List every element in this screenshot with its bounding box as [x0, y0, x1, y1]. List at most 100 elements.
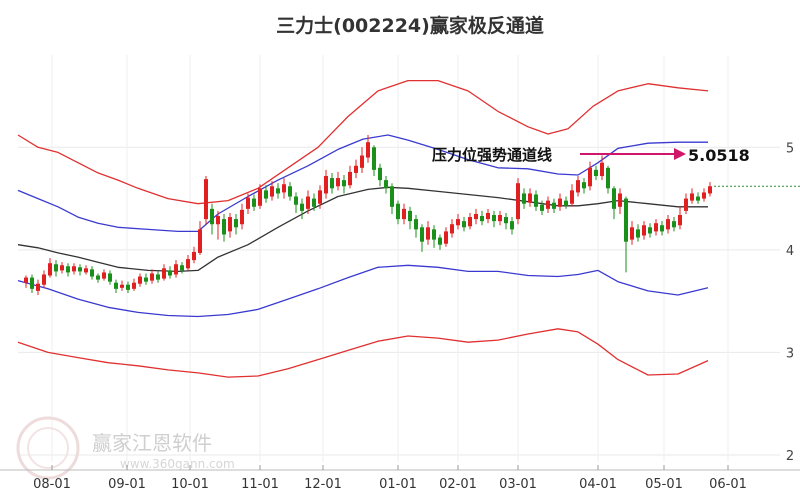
- candle: [48, 258, 52, 278]
- candle: [42, 270, 46, 288]
- candle: [552, 198, 556, 213]
- candle: [426, 221, 430, 245]
- candle-body: [666, 219, 670, 230]
- candle-body: [702, 192, 706, 199]
- candle-body: [492, 215, 496, 222]
- candle-body: [384, 180, 388, 189]
- candle-body: [576, 180, 580, 193]
- y-tick-label: 5: [786, 141, 794, 156]
- candle-body: [648, 227, 652, 234]
- candle: [270, 181, 274, 201]
- candle-body: [510, 221, 514, 230]
- candle: [636, 224, 640, 242]
- candle: [432, 225, 436, 248]
- candle-body: [342, 180, 346, 187]
- candle: [288, 182, 292, 201]
- candle-body: [594, 169, 598, 177]
- candle-body: [522, 193, 526, 204]
- candle-body: [552, 202, 556, 209]
- candle-body: [372, 147, 376, 170]
- candle-body: [360, 155, 364, 168]
- watermark-url: www.360gann.com: [120, 457, 235, 471]
- candle-body: [630, 227, 634, 240]
- candle: [624, 196, 628, 273]
- candle: [456, 213, 460, 230]
- candle-body: [102, 272, 106, 279]
- candle: [216, 210, 220, 240]
- candle: [708, 182, 712, 197]
- annotation-arrow-icon: [674, 148, 686, 160]
- candle-body: [246, 197, 250, 209]
- candle-body: [186, 259, 190, 269]
- candle: [444, 227, 448, 247]
- candlesticks: [24, 135, 712, 295]
- candle-body: [222, 219, 226, 235]
- candle-body: [240, 209, 244, 225]
- x-axis: 08-01 09-01 10-01 11-01 12-01 01-01 02-01 03-01…: [0, 465, 800, 492]
- candle-body: [624, 198, 628, 242]
- candle: [546, 196, 550, 213]
- candle-body: [252, 198, 256, 207]
- candle-body: [54, 264, 58, 272]
- candle-body: [174, 264, 178, 275]
- candle: [378, 163, 382, 187]
- candle-body: [120, 284, 124, 288]
- y-axis: 5 4 3 2: [786, 141, 794, 464]
- y-tick-label: 2: [786, 449, 794, 464]
- candle: [510, 217, 514, 235]
- candle-body: [516, 183, 520, 220]
- watermark-brand: 赢家江恩软件: [92, 431, 212, 455]
- candle: [90, 266, 94, 280]
- candle: [576, 176, 580, 197]
- candle-body: [210, 208, 214, 225]
- candle-body: [438, 237, 442, 245]
- candle-body: [444, 231, 448, 244]
- candle-body: [108, 273, 112, 282]
- candle: [366, 135, 370, 163]
- candle-body: [156, 274, 160, 280]
- candle-body: [456, 219, 460, 226]
- x-tick-label: 05-01: [645, 477, 683, 492]
- candle: [120, 280, 124, 291]
- candle: [132, 278, 136, 291]
- candle-body: [402, 208, 406, 220]
- candle: [528, 188, 532, 207]
- candle-body: [216, 216, 220, 225]
- candle-body: [78, 267, 82, 272]
- candle-body: [162, 268, 166, 279]
- watermark-logo-icon: [16, 416, 80, 480]
- candle-body: [480, 216, 484, 222]
- candle-body: [450, 224, 454, 234]
- watermark: 赢家江恩软件 www.360gann.com: [16, 416, 235, 480]
- candle: [300, 198, 304, 220]
- x-tick-label: 10-01: [171, 477, 209, 492]
- candle-body: [84, 268, 88, 273]
- candle: [486, 208, 490, 224]
- candle: [396, 200, 400, 225]
- candle: [534, 190, 538, 211]
- candle-body: [708, 186, 712, 194]
- candle-body: [504, 217, 508, 224]
- candle: [102, 269, 106, 281]
- candle: [450, 219, 454, 238]
- candle: [126, 281, 130, 293]
- candle: [540, 200, 544, 215]
- candle-body: [288, 186, 292, 197]
- band-line-inner-lower: [17, 264, 709, 318]
- candle: [702, 188, 706, 202]
- candle-body: [426, 227, 430, 240]
- x-tick-label: 09-01: [108, 477, 146, 492]
- candle: [522, 188, 526, 209]
- candle: [234, 213, 238, 235]
- candle: [78, 264, 82, 276]
- candle: [570, 184, 574, 207]
- candle: [480, 210, 484, 226]
- x-tick-label: 11-01: [241, 477, 279, 492]
- chart-title: 三力士(002224)赢家极反通道: [276, 14, 544, 37]
- candle-body: [198, 229, 202, 253]
- candle-body: [690, 193, 694, 201]
- candle-body: [90, 269, 94, 277]
- candle: [360, 147, 364, 173]
- channel-bands: [17, 79, 709, 378]
- candle: [24, 275, 28, 288]
